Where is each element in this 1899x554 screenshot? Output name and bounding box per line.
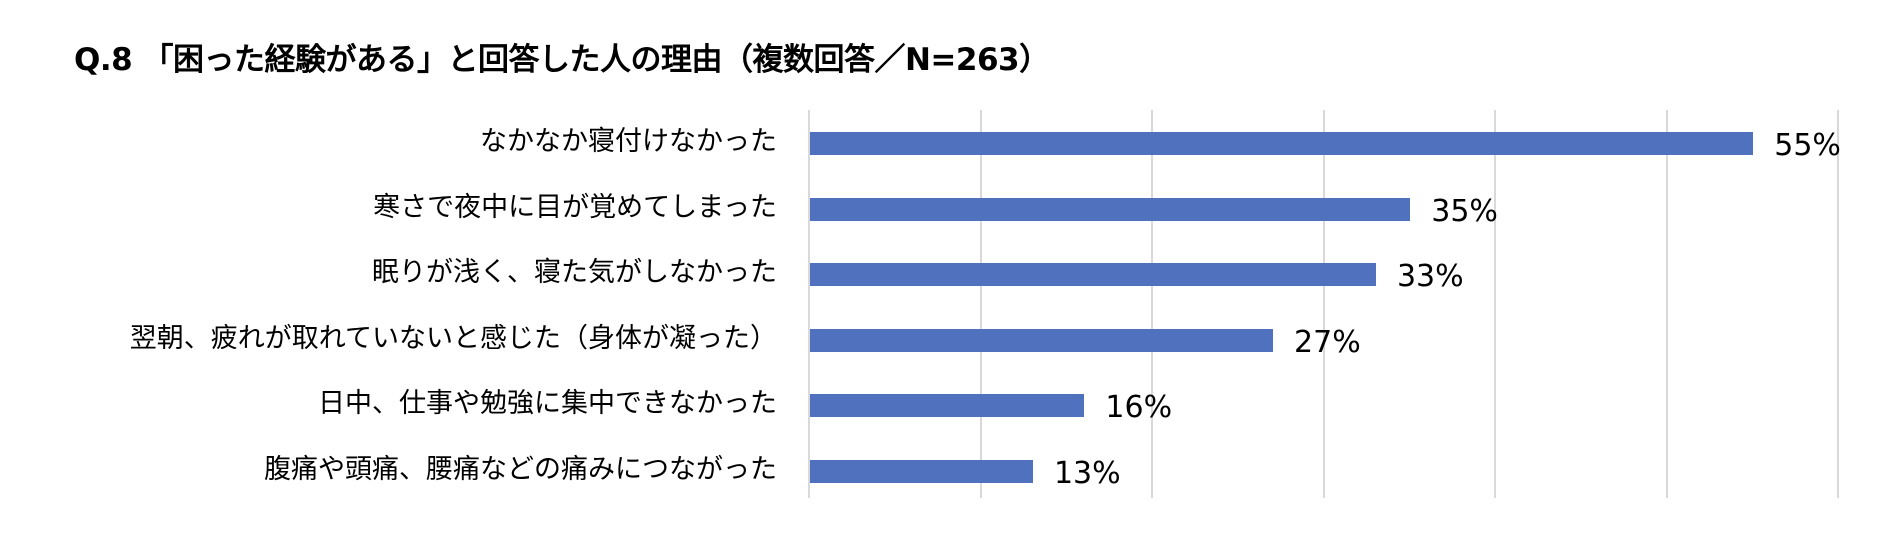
gridline — [808, 110, 810, 498]
gridline — [1151, 110, 1153, 498]
value-label: 13% — [1053, 455, 1121, 491]
category-label: 眠りが浅く、寝た気がしなかった — [372, 257, 777, 288]
bar — [810, 394, 1085, 417]
bar — [810, 197, 1411, 221]
gridline — [979, 110, 982, 498]
value-label: 27% — [1294, 324, 1361, 360]
value-label: 55% — [1774, 128, 1841, 163]
category-label: 日中、仕事や勉強に集中できなかった — [318, 388, 777, 419]
bar — [810, 459, 1033, 483]
bar — [810, 263, 1376, 286]
bar — [810, 328, 1274, 352]
category-label: 腹痛や頭痛、腰痛などの痛みにつながった — [264, 453, 777, 485]
plot-area — [808, 110, 1839, 498]
gridline — [1322, 110, 1325, 498]
value-label: 33% — [1396, 259, 1464, 294]
gridline — [1494, 110, 1496, 498]
gridline — [1665, 110, 1668, 498]
gridline — [1837, 110, 1839, 498]
category-label: 寒さで夜中に目が覚めてしまった — [373, 191, 777, 223]
value-label: 35% — [1431, 193, 1498, 229]
value-label: 16% — [1105, 390, 1173, 425]
category-label: なかなか寝付けなかった — [480, 126, 777, 157]
category-label: 翌朝、疲れが取れていないと感じた（身体が凝った） — [129, 322, 777, 354]
chart-title: Q.8 「困った経験がある」と回答した人の理由（複数回答／N=263） — [74, 42, 1050, 78]
bar — [810, 132, 1754, 155]
